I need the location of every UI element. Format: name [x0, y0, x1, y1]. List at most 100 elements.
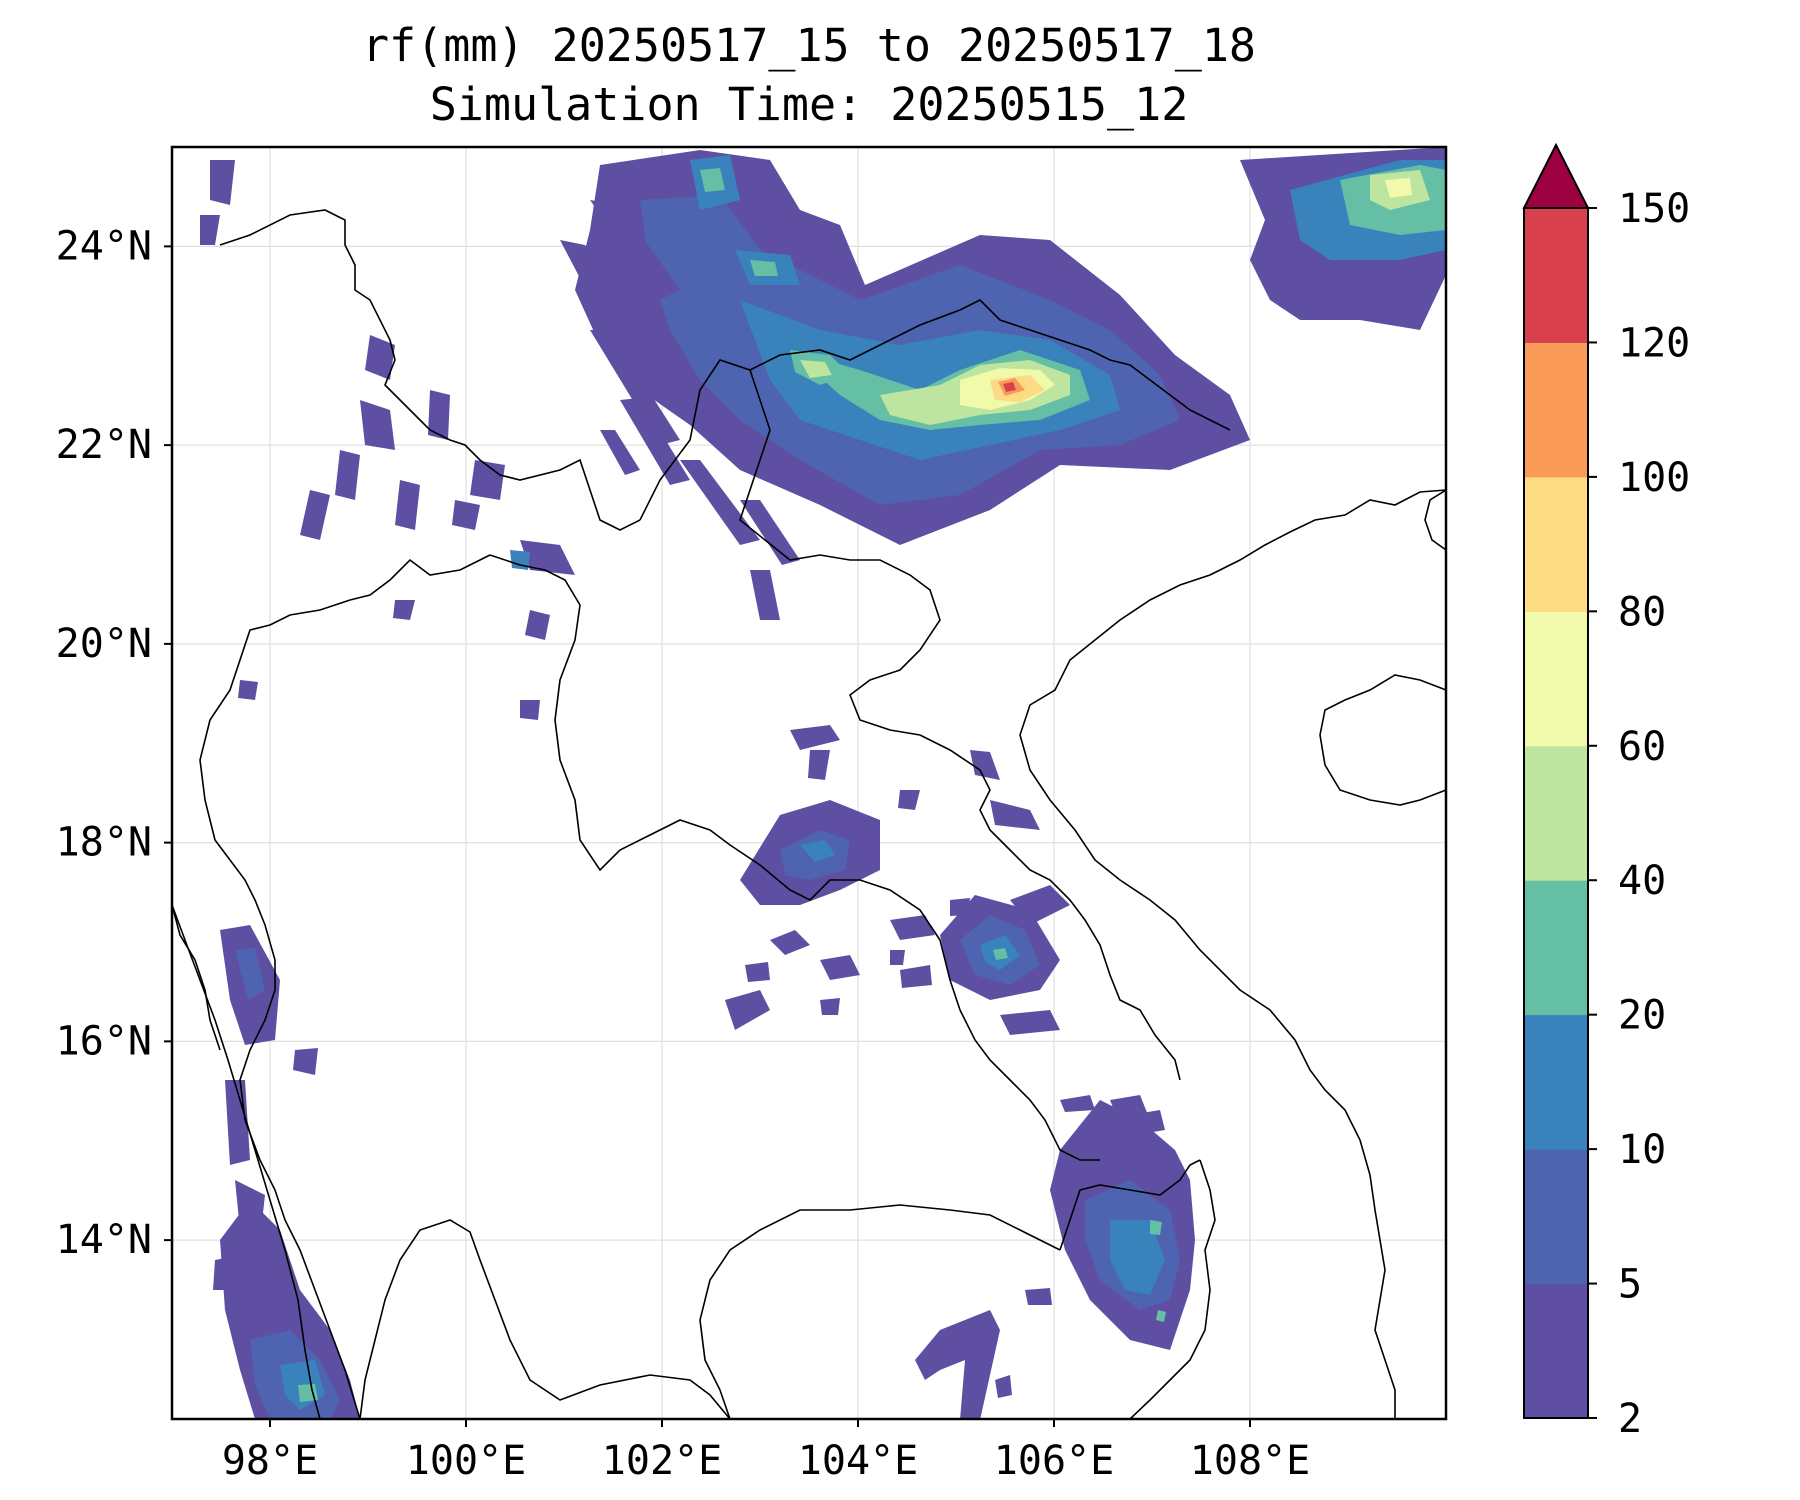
colorbar-tick-label: 60	[1618, 724, 1666, 770]
rain-area-level-20	[700, 168, 725, 192]
colorbar: 2 5 10 20 40 60 80 100 120 150	[1522, 142, 1690, 1442]
rain-area-level-2	[995, 1375, 1012, 1398]
border-cambodia-vietnam	[1129, 1159, 1216, 1419]
coastline-thailand-gulf	[359, 1219, 731, 1419]
colorbar-segment	[1524, 208, 1588, 343]
colorbar-tick-label: 40	[1618, 858, 1666, 904]
colorbar-segment	[1524, 1014, 1588, 1150]
rain-area-level-10	[800, 840, 835, 862]
rain-area-level-20	[750, 260, 778, 276]
rain-area-level-2	[335, 450, 360, 500]
rain-area-level-2	[200, 215, 220, 245]
colorbar-segment	[1524, 880, 1588, 1016]
colorbar-tick-label: 80	[1618, 589, 1666, 635]
rain-area-level-2	[680, 460, 760, 545]
rain-area-level-2	[300, 490, 330, 540]
x-tick-label: 98°E	[222, 1438, 318, 1484]
border-china-vietnam	[639, 299, 1231, 521]
border-china-myanmar	[219, 209, 641, 531]
rain-area-level-2	[590, 200, 680, 300]
border-cambodia-laos-vietnam	[1059, 1159, 1201, 1251]
rain-area-level-2	[520, 700, 540, 720]
rain-area-level-2	[740, 500, 800, 565]
colorbar-extend-arrow	[1522, 142, 1590, 209]
rain-area-level-2	[243, 1300, 270, 1335]
coastline-vietnam	[1019, 489, 1446, 1419]
rain-area-level-2	[808, 750, 830, 780]
map-panel: 98°E 100°E 102°E 104°E 106°E 108°E 14°N 16°N 18…	[56, 145, 1448, 1484]
colorbar-tick-label: 5	[1618, 1262, 1642, 1308]
colorbar-segment	[1524, 611, 1588, 747]
rain-area-level-20	[993, 948, 1008, 960]
colorbar-tick-label: 150	[1618, 186, 1690, 232]
rain-area-level-2	[790, 725, 840, 750]
border-laos-thailand-mekong	[489, 554, 1100, 1161]
rain-area-level-20	[1156, 1310, 1166, 1322]
rain-area-level-2	[915, 1310, 1000, 1419]
y-tick-label: 18°N	[56, 820, 152, 866]
rain-area-level-2	[525, 610, 550, 640]
coastline-leizhou	[1424, 489, 1446, 551]
rain-area-level-2	[365, 335, 395, 380]
map-title: rf(mm) 20250517_15 to 20250517_18	[362, 19, 1256, 72]
map-frame	[170, 145, 1448, 1421]
rain-area-level-2	[600, 430, 640, 475]
rain-area-level-2	[213, 1255, 240, 1290]
rain-area-level-2	[770, 930, 810, 955]
x-tick-label: 106°E	[994, 1438, 1114, 1484]
x-tick-label: 108°E	[1190, 1438, 1310, 1484]
rain-area-level-2	[898, 790, 920, 810]
colorbar-segment	[1524, 1149, 1588, 1285]
colorbar-tick-label: 120	[1618, 320, 1690, 366]
y-tick-label: 20°N	[56, 621, 152, 667]
rain-area-level-2	[890, 950, 905, 965]
y-axis: 14°N 16°N 18°N 20°N 22°N 24°N	[56, 223, 172, 1263]
rain-area-level-10	[510, 550, 530, 570]
border-thailand-myanmar	[199, 554, 491, 1419]
rain-area-level-5	[235, 948, 265, 1000]
rain-area-level-2	[238, 680, 258, 700]
rain-area-level-2	[293, 1048, 318, 1075]
rain-area-level-2	[820, 998, 840, 1015]
x-axis: 98°E 100°E 102°E 104°E 106°E 108°E	[222, 1419, 1310, 1484]
colorbar-segment	[1524, 745, 1588, 881]
rain-area-level-2	[210, 160, 235, 205]
rain-area-level-2	[1130, 1110, 1165, 1135]
colorbar-tick-label: 100	[1618, 455, 1690, 501]
rain-area-level-120	[1003, 382, 1016, 392]
colorbar-tick-label: 2	[1618, 1396, 1642, 1442]
rain-area-level-20	[1150, 1220, 1162, 1235]
rainfall-contours	[200, 147, 1446, 1419]
rain-area-level-2	[428, 390, 450, 440]
x-tick-label: 100°E	[406, 1438, 526, 1484]
rain-area-level-2	[1025, 1288, 1052, 1305]
rain-area-level-2	[970, 750, 1000, 780]
colorbar-segment	[1524, 1283, 1588, 1419]
rain-area-level-2	[1000, 1010, 1060, 1035]
border-laos-vietnam	[739, 369, 1181, 1081]
coastline-and-borders	[172, 209, 1446, 1419]
rain-area-level-20	[298, 1384, 318, 1402]
rain-area-level-2	[470, 460, 505, 500]
x-tick-label: 102°E	[602, 1438, 722, 1484]
coastline-myanmar-west	[172, 904, 321, 1419]
rain-area-level-2	[745, 962, 770, 982]
border-myanmar-bangladesh	[172, 904, 221, 1051]
colorbar-frame	[1523, 207, 1589, 1419]
colorbar-tick-label: 10	[1618, 1127, 1666, 1173]
y-tick-label: 24°N	[56, 223, 152, 269]
rain-area-level-2	[990, 800, 1040, 830]
rain-area-level-2	[590, 330, 680, 445]
rain-area-level-2	[900, 965, 932, 988]
map-subtitle: Simulation Time: 20250515_12	[430, 78, 1189, 131]
rain-area-level-2	[890, 915, 935, 940]
rain-area-level-40	[800, 360, 832, 378]
rain-area-level-2	[1060, 1095, 1095, 1112]
border-cambodia-thailand	[699, 1204, 1061, 1419]
y-tick-label: 16°N	[56, 1018, 152, 1064]
rain-area-level-2	[725, 990, 770, 1030]
rain-area-level-2	[395, 480, 420, 530]
rain-area-level-2	[520, 540, 575, 575]
rain-area-level-2	[360, 400, 395, 450]
